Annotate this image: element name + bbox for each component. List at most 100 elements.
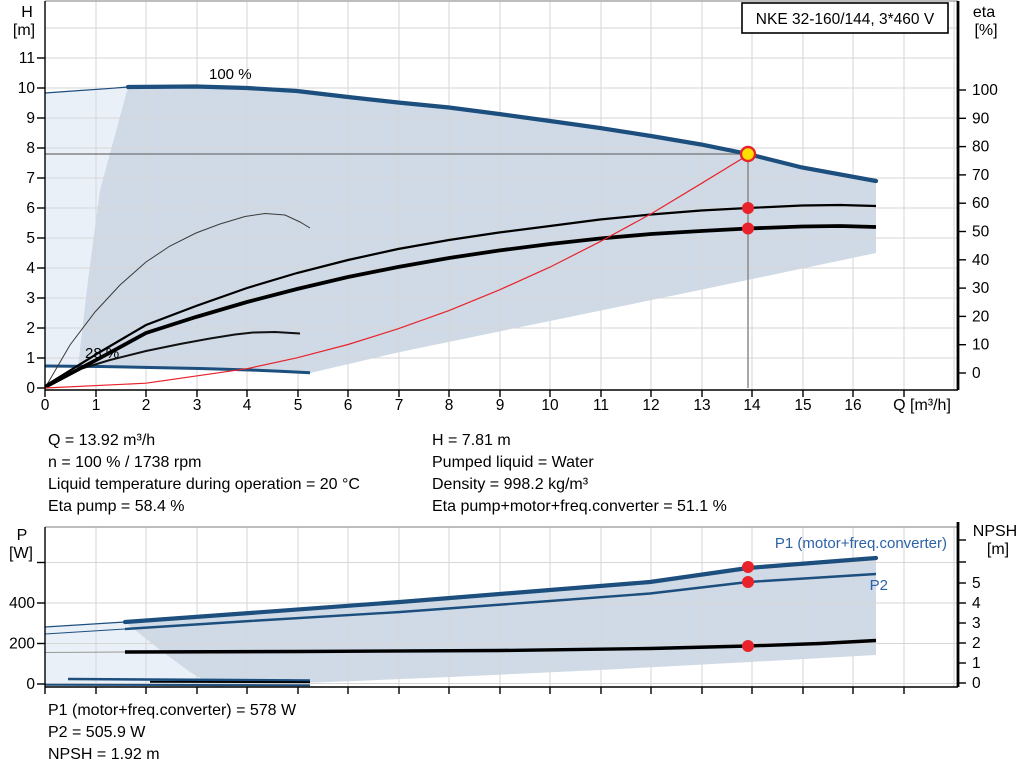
svg-text:1: 1 (26, 350, 35, 367)
svg-text:4: 4 (243, 397, 252, 414)
eta-pump-duty-dot (742, 202, 754, 214)
svg-text:2: 2 (26, 320, 35, 337)
p2-value: P2 = 505.9 W (48, 724, 146, 741)
svg-text:5: 5 (26, 230, 35, 247)
svg-text:50: 50 (972, 224, 990, 241)
p1-duty-dot (742, 561, 754, 573)
svg-text:6: 6 (26, 200, 35, 217)
q-axis-unit: Q [m³/h] (893, 397, 951, 414)
pumped-liquid: Pumped liquid = Water (432, 454, 594, 471)
h-axis-title: H (21, 4, 33, 21)
svg-text:70: 70 (972, 167, 990, 184)
svg-text:1: 1 (972, 655, 981, 672)
svg-text:3: 3 (972, 615, 981, 632)
p1-value: P1 (motor+freq.converter) = 578 W (48, 702, 297, 719)
duty-data-right: H = 7.81 m Pumped liquid = Water Density… (432, 430, 727, 518)
curve-eta-pump (44, 203, 877, 387)
speed-100-label: 100 % (209, 66, 252, 83)
power-envelope-light (45, 622, 215, 687)
eta-axis-unit: [%] (974, 22, 997, 39)
eta-tick-labels: 0 10 20 30 40 50 60 70 80 90 100 (972, 82, 998, 382)
svg-text:8: 8 (26, 140, 35, 157)
svg-text:30: 30 (972, 280, 990, 297)
liquid-temperature: Liquid temperature during operation = 20… (48, 476, 360, 493)
npsh-axis-unit: [m] (987, 541, 1009, 558)
curve-eta-along-control (44, 212, 311, 389)
svg-text:10: 10 (972, 337, 990, 354)
svg-text:3: 3 (26, 290, 35, 307)
npsh-right-ticks (958, 539, 966, 684)
svg-text:200: 200 (9, 636, 35, 653)
eta-total-duty-dot (742, 222, 754, 235)
power-bottom-ticks (44, 687, 905, 694)
svg-text:2: 2 (142, 397, 151, 414)
svg-text:0: 0 (41, 397, 50, 414)
svg-text:80: 80 (972, 139, 990, 156)
svg-text:0: 0 (26, 676, 35, 693)
curve-npsh-lead (44, 651, 126, 653)
duty-q: Q = 13.92 m³/h (48, 432, 156, 449)
svg-text:3: 3 (193, 397, 202, 414)
curve-p1-lead (44, 621, 126, 628)
p1-curve-label: P1 (motor+freq.converter) (775, 535, 947, 552)
hq-right-ticks (958, 89, 966, 374)
svg-text:1: 1 (92, 397, 101, 414)
hq-chart[interactable] (37, 0, 966, 397)
pump-title-box: NKE 32-160/144, 3*460 V (741, 2, 949, 34)
npsh-duty-dot (742, 640, 754, 652)
operating-envelope-light (45, 87, 128, 366)
svg-text:13: 13 (693, 397, 710, 414)
npsh-value: NPSH = 1.92 m (48, 746, 160, 763)
svg-text:16: 16 (844, 397, 861, 414)
duty-data-left: Q = 13.92 m³/h n = 100 % / 1738 rpm Liqu… (48, 430, 360, 518)
svg-text:11: 11 (19, 50, 35, 67)
pump-title: NKE 32-160/144, 3*460 V (756, 11, 935, 28)
svg-text:20: 20 (972, 308, 990, 325)
svg-text:14: 14 (743, 397, 761, 414)
hq-bottom-ticks (44, 390, 905, 397)
p-axis-title: P (17, 527, 28, 544)
svg-text:12: 12 (642, 397, 659, 414)
hq-left-ticks (37, 57, 45, 389)
duty-speed: n = 100 % / 1738 rpm (48, 454, 202, 471)
npsh-tick-labels: 0 1 2 3 4 5 (972, 575, 981, 692)
p-tick-labels: 0 200 400 (9, 595, 35, 693)
svg-text:11: 11 (593, 397, 609, 414)
curve-head-100pct (125, 84, 879, 184)
svg-text:10: 10 (541, 397, 559, 414)
curve-eta-total (44, 224, 877, 389)
svg-text:7: 7 (26, 170, 35, 187)
p-axis-unit: [W] (9, 545, 33, 562)
duty-h: H = 7.81 m (432, 432, 511, 449)
curve-p2-lead (44, 628, 126, 635)
svg-text:40: 40 (972, 252, 990, 269)
curve-head-100pct-lead (44, 86, 129, 94)
duty-crosshair (45, 153, 749, 388)
svg-text:4: 4 (26, 260, 35, 277)
duty-point-marker[interactable] (739, 145, 757, 163)
svg-text:0: 0 (26, 380, 35, 397)
svg-text:2: 2 (972, 635, 981, 652)
svg-text:4: 4 (972, 595, 981, 612)
svg-text:60: 60 (972, 195, 990, 212)
curve-eta-total-along-control (44, 330, 301, 389)
q-tick-labels: 0 1 2 3 4 5 6 7 8 9 10 11 12 13 14 15 16… (41, 397, 951, 414)
eta-total-value: Eta pump+motor+freq.converter = 51.1 % (432, 498, 727, 515)
h-axis-unit: [m] (13, 22, 35, 39)
svg-text:400: 400 (9, 595, 35, 612)
curve-system (44, 154, 749, 389)
svg-text:0: 0 (972, 365, 981, 382)
svg-text:6: 6 (344, 397, 353, 414)
svg-text:5: 5 (294, 397, 303, 414)
svg-text:9: 9 (496, 397, 505, 414)
svg-text:8: 8 (445, 397, 454, 414)
curve-npsh (124, 638, 877, 654)
svg-text:10: 10 (18, 80, 36, 97)
svg-text:5: 5 (972, 575, 981, 592)
eta-pump-value: Eta pump = 58.4 % (48, 498, 185, 515)
power-left-ticks (37, 561, 45, 685)
npsh-axis-title: NPSH (973, 523, 1017, 540)
power-npsh-chart[interactable] (37, 522, 966, 694)
